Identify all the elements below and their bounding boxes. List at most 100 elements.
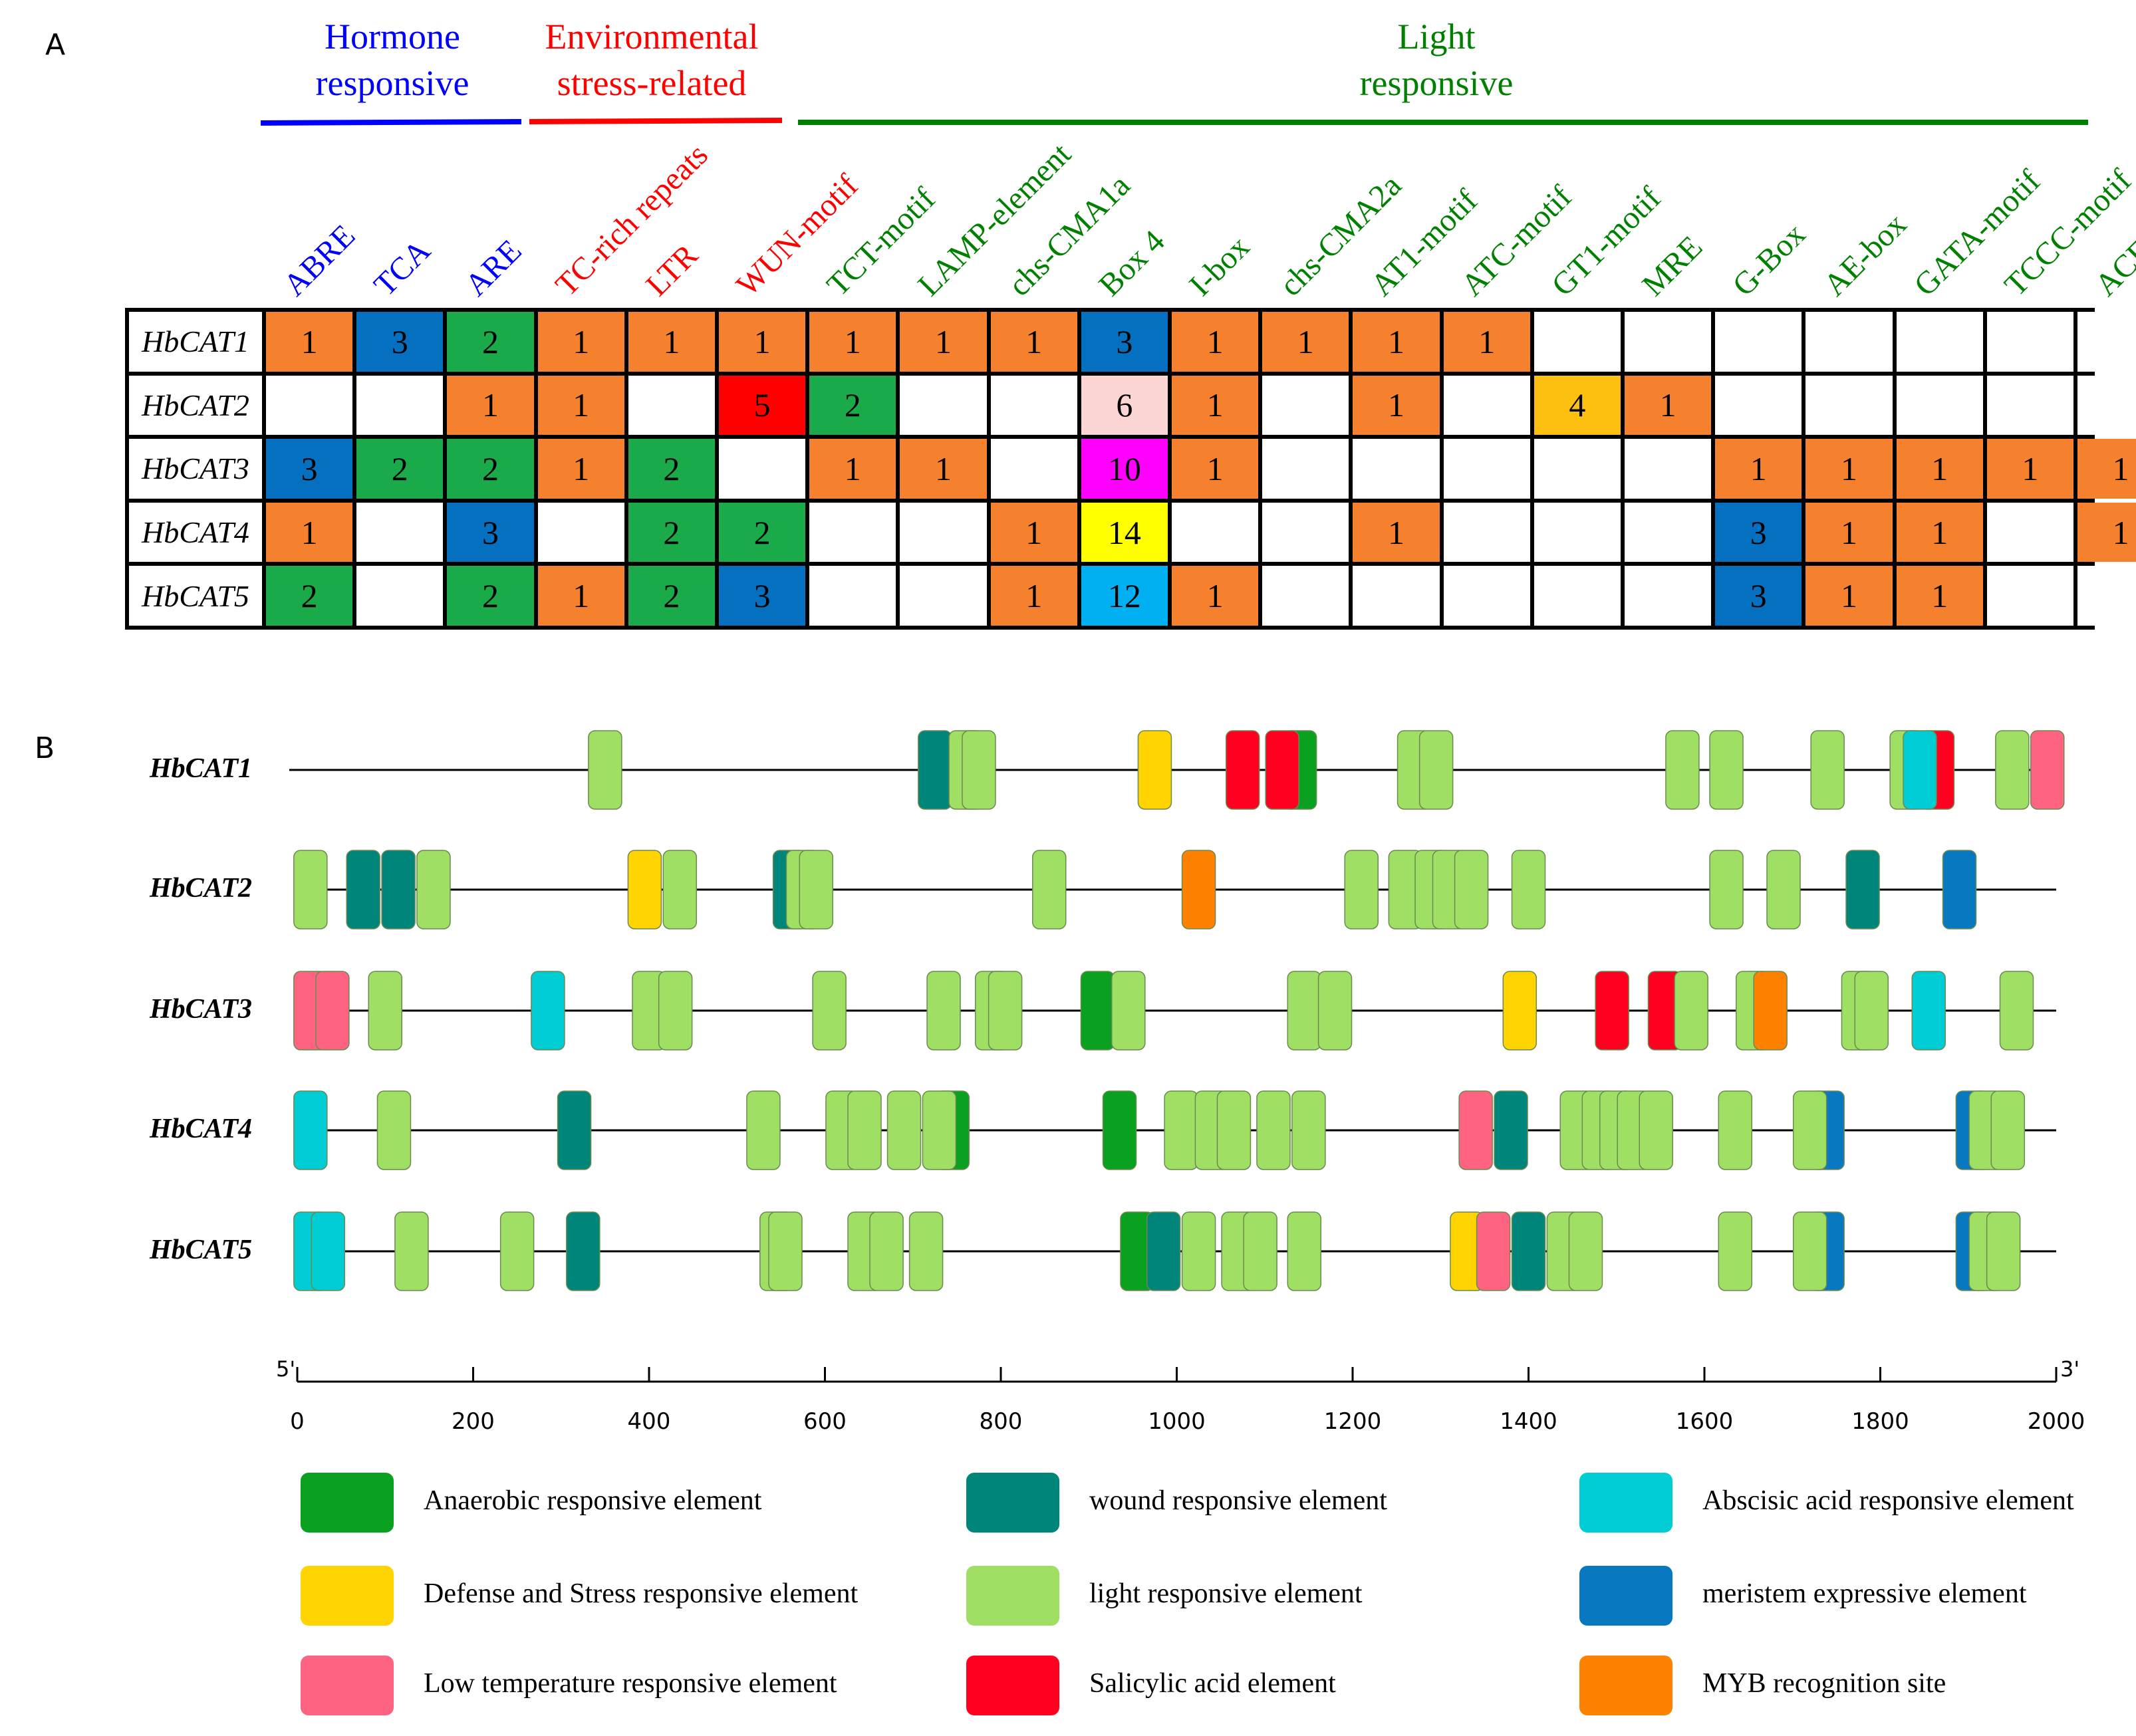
table-cell: 1 bbox=[266, 312, 353, 372]
cis-element-light bbox=[922, 1090, 957, 1170]
axis-tick-label: 0 bbox=[290, 1408, 305, 1435]
axis-end-label: 3' bbox=[2060, 1356, 2080, 1382]
row-gene-label: HbCAT4 bbox=[129, 502, 262, 562]
cis-element-light bbox=[662, 850, 698, 930]
cis-element-myb bbox=[1753, 971, 1788, 1051]
cis-element-anaerobic bbox=[1080, 971, 1115, 1051]
cis-element-light bbox=[1718, 1211, 1753, 1291]
legend-label: MYB recognition site bbox=[1702, 1668, 1946, 1699]
table-cell bbox=[356, 375, 444, 435]
cis-element-light bbox=[847, 1090, 882, 1170]
cis-element-light bbox=[1639, 1090, 1674, 1170]
table-cell: 14 bbox=[1081, 502, 1168, 562]
cis-element-light bbox=[1718, 1090, 1753, 1170]
panel-a-label: A bbox=[45, 28, 66, 62]
cis-element-light bbox=[1986, 1211, 2021, 1291]
cis-element-myb bbox=[1181, 850, 1216, 930]
cis-element-light bbox=[1164, 1090, 1198, 1170]
table-cell: 1 bbox=[1172, 375, 1259, 435]
table-cell: 12 bbox=[1081, 566, 1168, 626]
cis-element-light bbox=[368, 971, 402, 1051]
table-cell bbox=[990, 375, 1077, 435]
table-cell: 2 bbox=[628, 502, 715, 562]
cis-element-light bbox=[1766, 850, 1801, 930]
table-cell: 1 bbox=[1805, 439, 1893, 499]
table-cell bbox=[809, 566, 896, 626]
table-cell: 2 bbox=[719, 502, 806, 562]
table-cell bbox=[719, 439, 806, 499]
cis-element-wound bbox=[1494, 1090, 1528, 1170]
table-cell: 2 bbox=[628, 439, 715, 499]
axis-tick-label: 2000 bbox=[2027, 1408, 2085, 1435]
cis-element-light bbox=[1291, 1090, 1326, 1170]
table-cell bbox=[900, 566, 987, 626]
cis-element-light bbox=[1256, 1090, 1291, 1170]
table-cell bbox=[990, 439, 1077, 499]
table-cell: 1 bbox=[1262, 312, 1349, 372]
cis-element-light bbox=[799, 850, 834, 930]
table-cell: 1 bbox=[1172, 439, 1259, 499]
group-light-title: Light responsive bbox=[1359, 17, 1514, 103]
cis-element-light bbox=[394, 1211, 429, 1291]
legend-label: wound responsive element bbox=[1089, 1485, 1387, 1516]
cis-element-lowtemp bbox=[1458, 1090, 1493, 1170]
table-cell bbox=[1805, 312, 1893, 372]
table-cell bbox=[1353, 439, 1440, 499]
table-cell: 1 bbox=[990, 312, 1077, 372]
table-cell bbox=[356, 566, 444, 626]
table-cell bbox=[2077, 375, 2136, 435]
cis-element-light bbox=[869, 1211, 904, 1291]
table-cell: 3 bbox=[1715, 502, 1802, 562]
table-cell bbox=[1805, 375, 1893, 435]
table-cell: 1 bbox=[719, 312, 806, 372]
cis-element-wound bbox=[918, 730, 952, 810]
cis-element-light bbox=[1031, 850, 1067, 930]
table-cell: 1 bbox=[990, 566, 1077, 626]
table-cell: 1 bbox=[1353, 312, 1440, 372]
cis-element-meristem bbox=[1942, 850, 1977, 930]
table-cell bbox=[1172, 502, 1259, 562]
legend-swatch bbox=[1579, 1566, 1672, 1626]
gene-name-label: HbCAT2 bbox=[150, 873, 253, 904]
cis-element-lowtemp bbox=[1476, 1211, 1511, 1291]
table-cell: 1 bbox=[266, 502, 353, 562]
group-environmental-title: Environmental stress-related bbox=[545, 17, 759, 103]
cis-element-light bbox=[1999, 971, 2034, 1051]
legend-label: Anaerobic responsive element bbox=[424, 1485, 762, 1516]
legend-label: Low temperature responsive element bbox=[424, 1668, 837, 1699]
legend-swatch bbox=[1579, 1656, 1672, 1715]
cis-element-light bbox=[1854, 971, 1889, 1051]
cis-element-wound bbox=[1845, 850, 1880, 930]
cis-element-wound bbox=[381, 850, 416, 930]
cis-element-light bbox=[1344, 850, 1379, 930]
cis-element-light bbox=[1511, 850, 1546, 930]
table-cell bbox=[1715, 375, 1802, 435]
group-hormone-title: Hormone responsive bbox=[315, 17, 469, 103]
cis-element-anaerobic bbox=[1102, 1090, 1137, 1170]
cis-element-light bbox=[1990, 1090, 2026, 1170]
table-cell: 1 bbox=[1715, 439, 1802, 499]
table-cell bbox=[2077, 312, 2136, 372]
table-cell: 2 bbox=[809, 375, 896, 435]
legend-swatch bbox=[301, 1656, 394, 1715]
legend-label: meristem expressive element bbox=[1702, 1578, 2027, 1609]
cis-element-light bbox=[768, 1211, 803, 1291]
cis-element-light bbox=[1709, 730, 1744, 810]
table-cell bbox=[1443, 375, 1530, 435]
cis-element-lowtemp bbox=[2030, 730, 2065, 810]
cis-element-light bbox=[1287, 971, 1322, 1051]
table-cell: 2 bbox=[356, 439, 444, 499]
table-cell: 1 bbox=[447, 375, 534, 435]
cis-element-light bbox=[812, 971, 847, 1051]
cis-element-light bbox=[1792, 1211, 1827, 1291]
cis-element-light bbox=[499, 1211, 535, 1291]
cis-element-abscisic bbox=[1911, 971, 1946, 1051]
row-gene-label: HbCAT2 bbox=[129, 375, 262, 435]
cis-element-light bbox=[886, 1090, 922, 1170]
table-cell bbox=[1625, 312, 1712, 372]
table-cell: 2 bbox=[447, 566, 534, 626]
cis-element-light bbox=[1568, 1211, 1603, 1291]
table-cell: 1 bbox=[900, 439, 987, 499]
